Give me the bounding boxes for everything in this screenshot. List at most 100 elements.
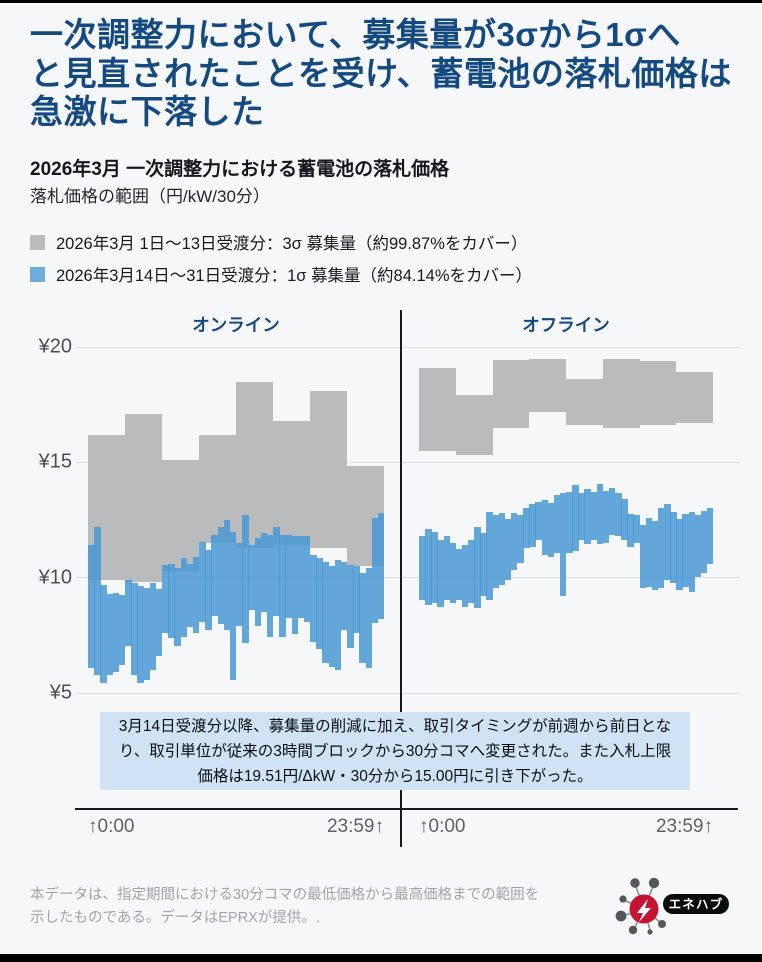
gray-range-bar-3h bbox=[566, 379, 603, 426]
blue-range-bar-30min bbox=[155, 589, 163, 657]
gridline bbox=[76, 346, 740, 348]
page-title: 一次調整力において、募集量が3σから1σへ と見直されたことを受け、蓄電池の落札… bbox=[30, 16, 742, 132]
gray-range-bar-3h bbox=[162, 460, 199, 571]
blue-range-bar-30min bbox=[353, 566, 360, 634]
blue-range-bar-30min bbox=[229, 531, 237, 681]
x-axis-line bbox=[75, 808, 738, 810]
annotation-note-box: 3月14日受渡分以降、募集量の削減に加え、取引タイミングが前週から前日となり、取… bbox=[100, 712, 690, 790]
logo-text: エネハブ bbox=[669, 897, 724, 912]
logo-pill bbox=[663, 894, 729, 914]
blue-range-bar-30min bbox=[578, 493, 585, 540]
blue-range-bar-30min bbox=[529, 503, 536, 547]
blue-range-bar-30min bbox=[535, 501, 542, 540]
gray-range-bar-3h bbox=[273, 420, 310, 546]
blue-range-bar-30min bbox=[88, 545, 95, 668]
blue-range-bar-30min bbox=[700, 510, 708, 574]
blue-range-bar-30min bbox=[186, 563, 194, 628]
blue-range-bar-30min bbox=[510, 513, 518, 570]
x-axis-label-start-offline: ↑0:00 bbox=[419, 816, 466, 837]
blue-range-bar-30min bbox=[242, 515, 249, 644]
blue-range-bar-30min bbox=[468, 539, 475, 604]
blue-range-bar-30min bbox=[608, 487, 616, 535]
blue-range-bar-30min bbox=[474, 526, 481, 608]
blue-range-bar-30min bbox=[694, 515, 702, 577]
blue-range-bar-30min bbox=[205, 550, 212, 630]
blue-range-bar-30min bbox=[547, 502, 555, 557]
blue-range-bar-30min bbox=[279, 535, 286, 637]
y-axis-tick-label: ¥15 bbox=[38, 450, 72, 473]
gray-range-bar-3h bbox=[492, 359, 530, 428]
legend-label: 2026年3月 1日〜13日受渡分：3σ 募集量（約99.87%をカバー） bbox=[56, 235, 528, 253]
page-title-line: 一次調整力において、募集量が3σから1σへ bbox=[30, 16, 681, 53]
blue-range-bar-30min bbox=[168, 563, 175, 638]
y-axis-tick-label: ¥20 bbox=[38, 335, 72, 358]
blue-range-bar-30min bbox=[347, 565, 354, 649]
blue-range-bar-30min bbox=[455, 548, 463, 600]
gray-range-bar-3h bbox=[639, 360, 677, 426]
page-title-line: 急激に下落した bbox=[30, 93, 265, 130]
y-axis-tick-label: ¥10 bbox=[38, 566, 72, 589]
blue-range-bar-30min bbox=[676, 518, 683, 591]
blue-range-bar-30min bbox=[125, 580, 132, 646]
gridline bbox=[76, 692, 740, 694]
unit-label: 落札価格の範囲（円/kW/30分） bbox=[30, 187, 270, 206]
blue-range-bar-30min bbox=[340, 561, 348, 630]
blue-range-bar-30min bbox=[664, 503, 671, 580]
gray-range-bar-3h bbox=[455, 395, 493, 456]
blue-range-bar-30min bbox=[322, 561, 329, 664]
gray-range-bar-3h bbox=[310, 390, 347, 548]
blue-range-bar-30min bbox=[236, 543, 243, 627]
gridline bbox=[76, 461, 740, 463]
blue-range-bar-30min bbox=[266, 535, 274, 637]
x-axis-label-end-offline: 23:59↑ bbox=[655, 816, 713, 837]
blue-range-bar-30min bbox=[596, 484, 604, 545]
blue-range-bar-30min bbox=[706, 508, 714, 564]
blue-range-bar-30min bbox=[670, 511, 677, 584]
blue-range-bar-30min bbox=[118, 595, 126, 666]
blue-range-bar-30min bbox=[162, 565, 169, 634]
blue-range-bar-30min bbox=[566, 492, 573, 554]
gray-range-bar-3h bbox=[419, 367, 456, 451]
blue-range-bar-30min bbox=[486, 511, 493, 600]
panel-header-online: オンライン bbox=[192, 315, 280, 335]
top-border-bar bbox=[0, 0, 762, 3]
blue-range-bar-30min bbox=[131, 583, 138, 675]
blue-range-bar-30min bbox=[297, 536, 305, 619]
blue-range-bar-30min bbox=[633, 515, 640, 544]
legend-swatch-blue bbox=[30, 266, 45, 282]
blue-range-bar-30min bbox=[492, 515, 500, 589]
blue-range-bar-30min bbox=[621, 499, 628, 540]
blue-range-bar-30min bbox=[449, 543, 457, 604]
blue-range-bar-30min bbox=[180, 558, 188, 637]
blue-range-bar-30min bbox=[682, 514, 689, 587]
blue-range-bar-30min bbox=[572, 485, 579, 552]
blue-range-bar-30min bbox=[639, 524, 647, 589]
blue-range-bar-30min bbox=[143, 588, 151, 681]
blue-range-bar-30min bbox=[248, 545, 255, 610]
blue-range-bar-30min bbox=[688, 511, 696, 592]
blue-range-bar-30min bbox=[365, 568, 373, 668]
blue-range-bar-30min bbox=[437, 539, 444, 607]
blue-range-bar-30min bbox=[199, 541, 206, 622]
blue-range-bar-30min bbox=[504, 518, 512, 580]
panel-header-offline: オフライン bbox=[522, 315, 610, 335]
gridline bbox=[76, 577, 740, 579]
gray-range-bar-3h bbox=[676, 372, 713, 424]
blue-range-bar-30min bbox=[192, 556, 200, 634]
blue-range-bar-30min bbox=[94, 526, 101, 675]
blue-range-bar-30min bbox=[480, 532, 487, 597]
blue-range-bar-30min bbox=[419, 536, 426, 600]
blue-range-bar-30min bbox=[425, 529, 432, 606]
legend-label: 2026年3月14日〜31日受渡分：1σ 募集量（約84.14%をカバー） bbox=[56, 267, 532, 285]
x-axis-label-start-online: ↑0:00 bbox=[88, 816, 135, 837]
blue-range-bar-30min bbox=[645, 517, 653, 587]
annotation-note-text: 3月14日受渡分以降、募集量の削減に加え、取引タイミングが前週から前日となり、取… bbox=[118, 717, 672, 785]
blue-range-bar-30min bbox=[553, 494, 561, 554]
blue-range-bar-30min bbox=[371, 517, 379, 623]
blue-range-bar-30min bbox=[285, 535, 292, 619]
blue-range-bar-30min bbox=[137, 585, 144, 683]
blue-range-bar-30min bbox=[211, 535, 218, 616]
blue-range-bar-30min bbox=[584, 488, 591, 545]
